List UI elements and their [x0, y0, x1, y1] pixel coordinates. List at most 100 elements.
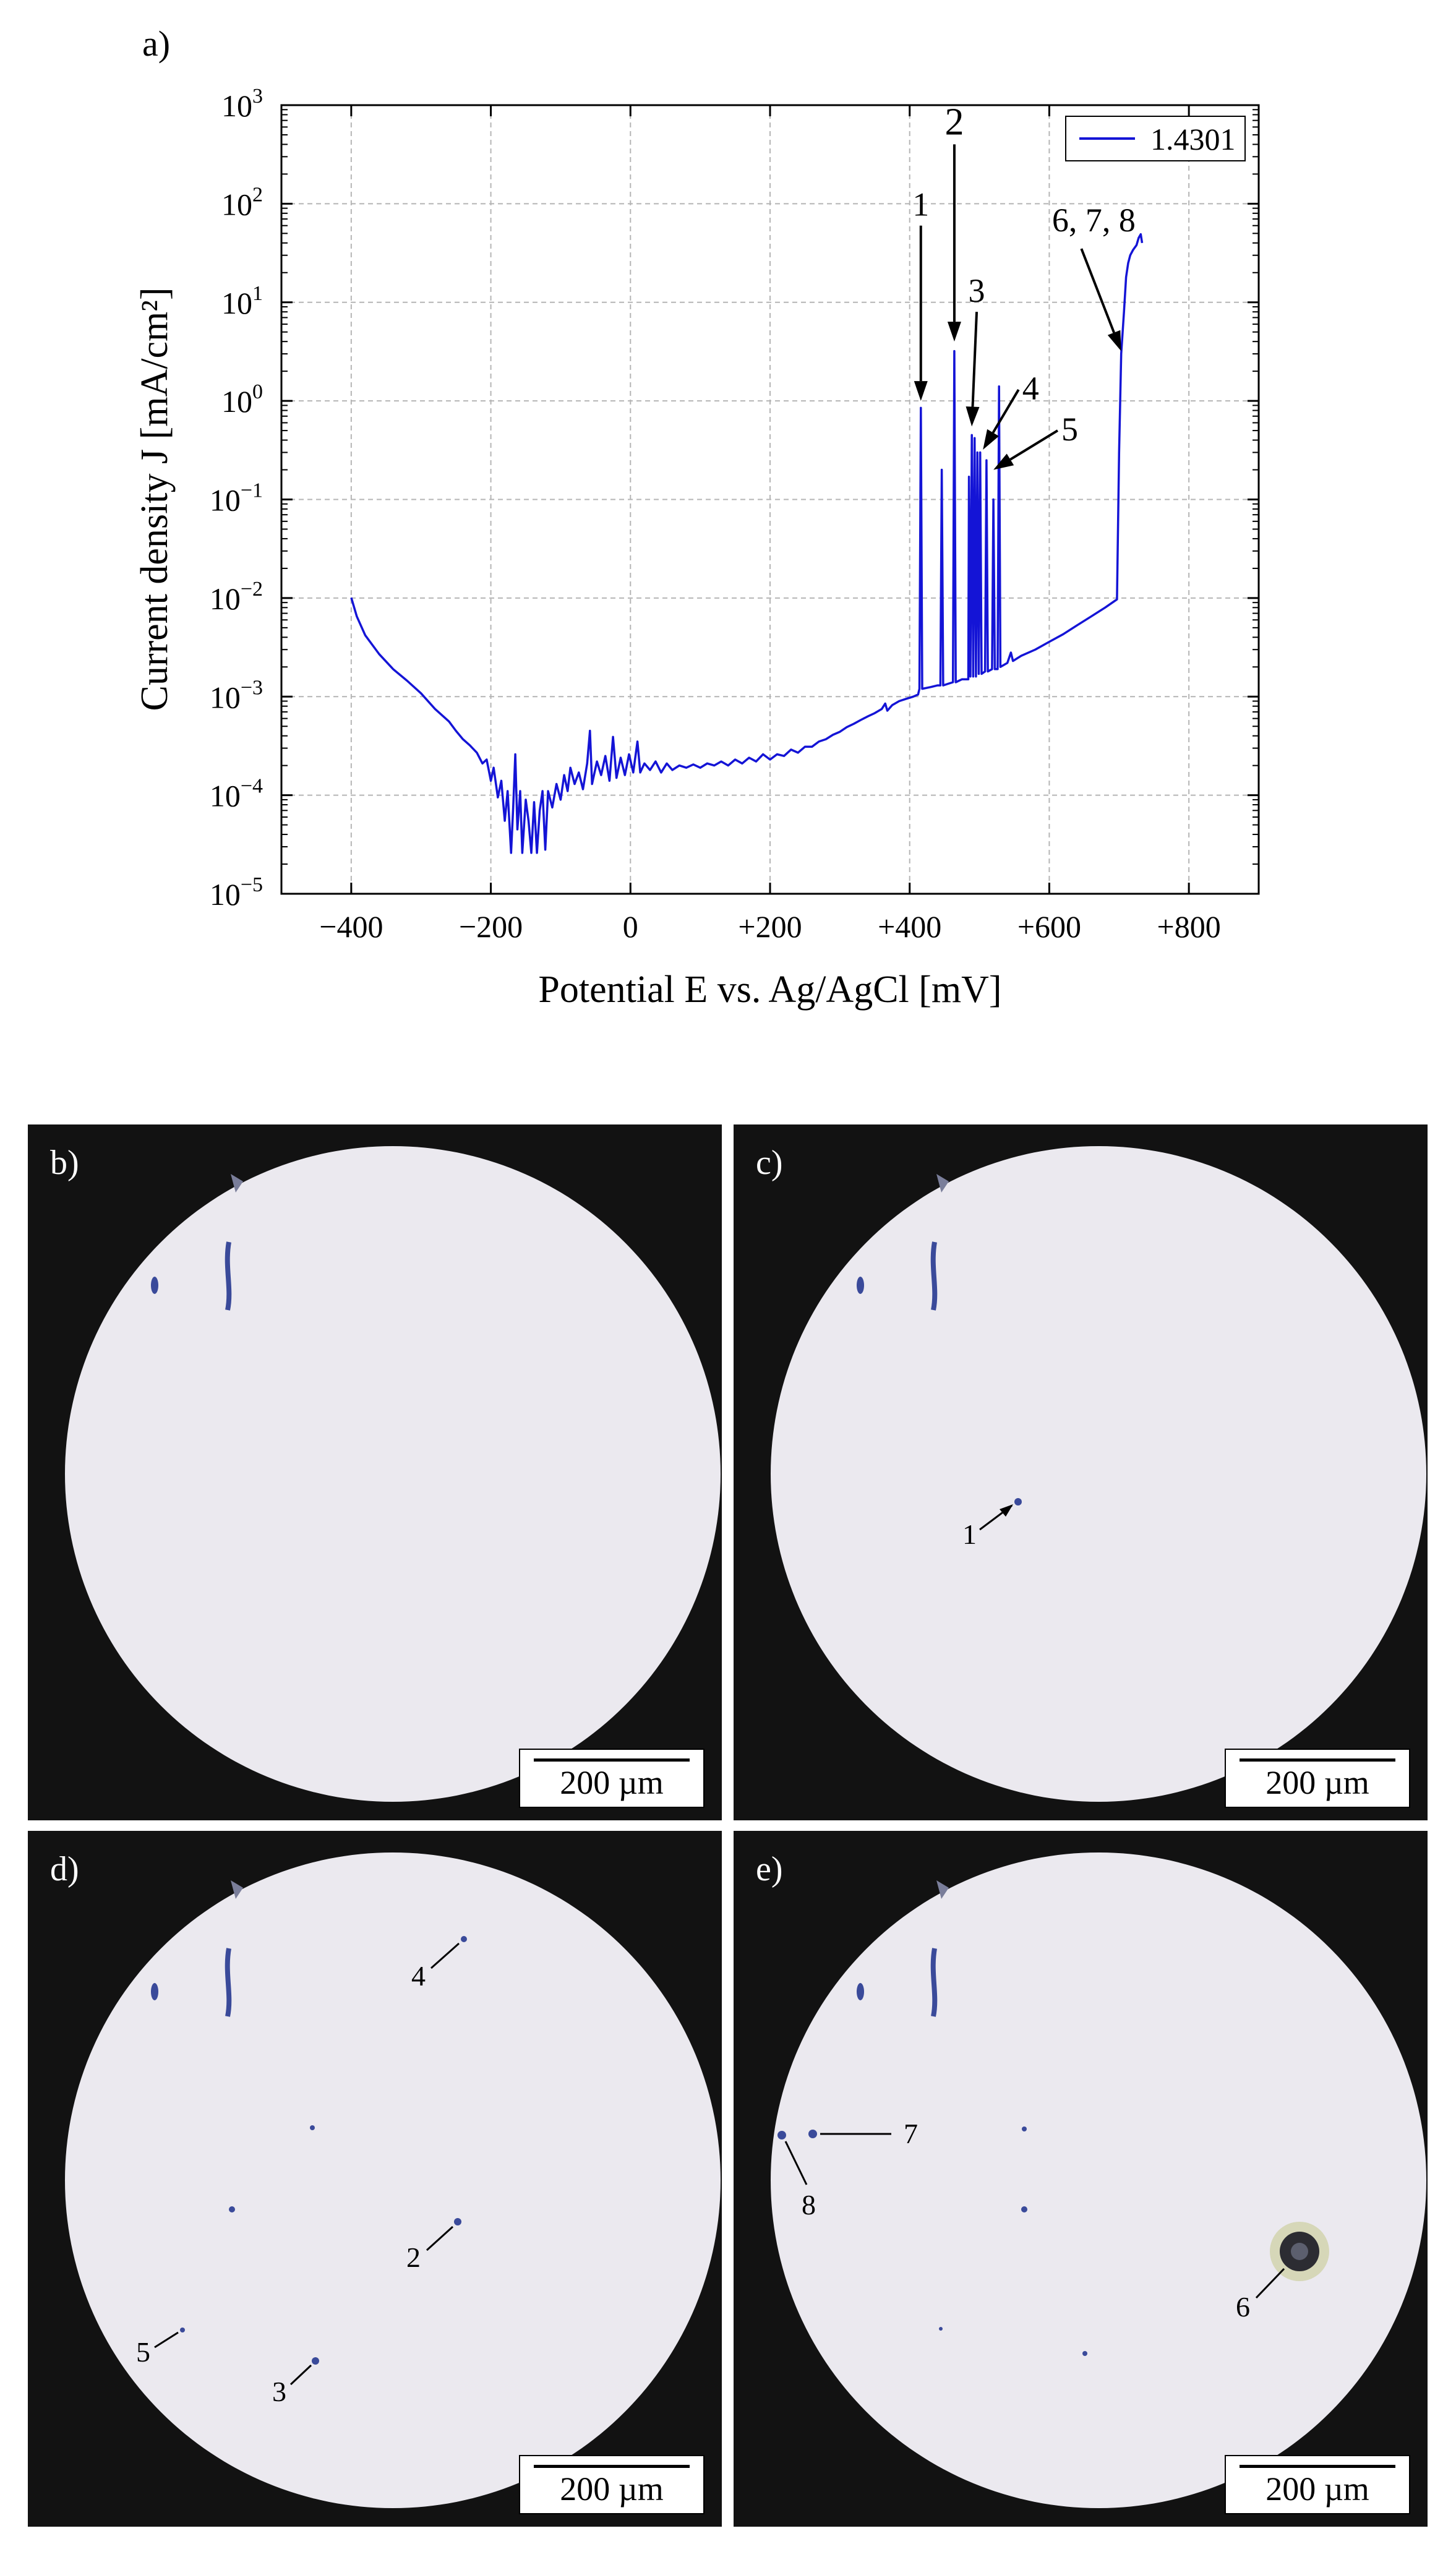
y-tick-label: 100 — [221, 380, 263, 419]
series-line-1-4301 — [350, 233, 1144, 854]
annotation-arrowhead — [983, 429, 1000, 450]
micrograph-d: 4 2 5 3 d) 200 µm — [28, 1831, 722, 2527]
scale-bar-label: 200 µm — [1265, 1764, 1369, 1801]
surface-inclusion — [857, 1983, 864, 2000]
scale-bar-line — [1240, 2465, 1395, 2468]
panel-a-label: a) — [142, 24, 170, 64]
annotation-arrow-5 — [1009, 429, 1059, 461]
pit-label-8: 8 — [802, 2189, 816, 2221]
surface-defect — [936, 1174, 949, 1193]
annotation-arrowhead — [993, 453, 1014, 470]
pit-3 — [312, 2357, 319, 2365]
sample-disc — [65, 1852, 721, 2508]
surface-scratch — [930, 1241, 938, 1311]
scale-bar-line — [1240, 1758, 1395, 1762]
x-axis-label: Potential E vs. Ag/AgCl [mV] — [538, 969, 1001, 1011]
sample-disc — [771, 1146, 1426, 1802]
surface-defect — [231, 1880, 243, 1899]
y-tick-label: 103 — [221, 85, 263, 123]
pit — [1021, 2206, 1027, 2212]
legend-entry: 1.4301 — [1150, 122, 1236, 156]
scale-bar-c: 200 µm — [1225, 1749, 1410, 1808]
scale-bar-line — [534, 1758, 690, 1762]
x-tick-label: +400 — [878, 909, 941, 944]
surface-scratch — [930, 1948, 938, 2017]
annotation-label: 2 — [944, 101, 964, 143]
micrograph-c-image: 1 — [771, 1146, 1426, 1802]
y-tick-label: 10−1 — [210, 479, 263, 518]
annotation-label: 4 — [1022, 370, 1039, 407]
pit-label-3: 3 — [272, 2376, 286, 2407]
pit — [939, 2327, 943, 2331]
x-tick-label: +800 — [1157, 909, 1221, 944]
pit-arrow-3 — [289, 2364, 312, 2386]
x-tick-labels: −400 −200 0 +200 +400 +600 +800 — [319, 909, 1220, 944]
pit — [1022, 2127, 1027, 2131]
surface-scratch — [225, 1948, 232, 2017]
pit-label-5: 5 — [136, 2336, 150, 2368]
pit-label-7: 7 — [904, 2118, 918, 2149]
y-tick-label: 10−5 — [210, 873, 263, 912]
pit-arrow-5 — [154, 2331, 179, 2349]
scale-bar-label: 200 µm — [560, 2470, 664, 2508]
pit — [1082, 2351, 1087, 2356]
panel-c-label: c) — [756, 1144, 783, 1182]
scale-bar-e: 200 µm — [1225, 2455, 1410, 2514]
annotation-label: 5 — [1061, 411, 1078, 448]
y-tick-labels: 10−5 10−4 10−3 10−2 10−1 100 101 102 103 — [210, 85, 263, 912]
pit-8 — [777, 2131, 786, 2139]
pit-arrow-4 — [430, 1942, 460, 1969]
micrograph-c: 1 c) 200 µm — [734, 1124, 1428, 1820]
surface-inclusion — [857, 1277, 864, 1294]
surface-inclusion — [151, 1983, 158, 2000]
micrograph-b-image — [65, 1146, 721, 1802]
pit-2 — [454, 2218, 461, 2225]
scale-bar-d: 200 µm — [519, 2455, 704, 2514]
annotation-label: 6, 7, 8 — [1052, 202, 1136, 239]
annotation-arrowhead — [1107, 330, 1121, 351]
x-tick-label: 0 — [623, 909, 638, 944]
micrograph-d-image: 4 2 5 3 — [65, 1852, 721, 2508]
micrograph-e-image: 7 8 6 — [771, 1852, 1426, 2508]
annotation-arrow-4 — [991, 388, 1020, 434]
y-tick-label: 102 — [221, 183, 263, 221]
pit — [310, 2125, 315, 2130]
axis-ticks — [281, 104, 1259, 895]
surface-scratch — [225, 1241, 232, 1311]
legend: 1.4301 — [1065, 116, 1246, 161]
y-tick-label: 10−2 — [210, 578, 263, 616]
pit-label-1: 1 — [962, 1518, 977, 1550]
x-tick-label: −200 — [459, 909, 523, 944]
pit-arrow-6 — [1255, 2268, 1285, 2299]
annotation-arrowhead — [966, 406, 980, 427]
x-tick-label: −400 — [319, 909, 383, 944]
scale-bar-b: 200 µm — [519, 1749, 704, 1808]
pit-label-2: 2 — [406, 2242, 421, 2273]
micrograph-e: 7 8 6 e) 200 µm — [734, 1831, 1428, 2527]
surface-defect — [231, 1174, 243, 1193]
polarization-chart: a) −400 −200 0 +200 +400 +600 +800 10−510−410−… — [134, 24, 1260, 1011]
sample-disc — [771, 1852, 1426, 2508]
annotation-label: 1 — [912, 186, 929, 223]
scale-bar-label: 200 µm — [1265, 2470, 1369, 2508]
annotation-arrow-6-7-8 — [1080, 248, 1115, 333]
micrograph-b: b) 200 µm — [28, 1124, 722, 1820]
pit-1 — [1014, 1498, 1022, 1506]
panel-d-label: d) — [50, 1850, 79, 1888]
peak-annotations: 1 2 3 45 6, 7, 8 — [912, 101, 1136, 470]
annotation-label: 3 — [969, 272, 985, 309]
scale-bar-line — [534, 2465, 690, 2468]
surface-defect — [936, 1880, 949, 1899]
pit-5 — [180, 2328, 185, 2332]
panel-e-label: e) — [756, 1850, 783, 1888]
y-axis-label: Current density J [mA/cm²] — [134, 288, 176, 711]
pit-arrow-2 — [426, 2225, 454, 2251]
pit-arrowhead-1 — [1000, 1504, 1013, 1517]
x-tick-label: +600 — [1017, 909, 1081, 944]
pit-label-6: 6 — [1236, 2291, 1250, 2323]
surface-inclusion — [151, 1277, 158, 1294]
pit-label-4: 4 — [411, 1960, 426, 1992]
scale-bar-label: 200 µm — [560, 1764, 664, 1801]
annotation-arrowhead — [914, 381, 928, 401]
sample-disc — [65, 1146, 721, 1802]
